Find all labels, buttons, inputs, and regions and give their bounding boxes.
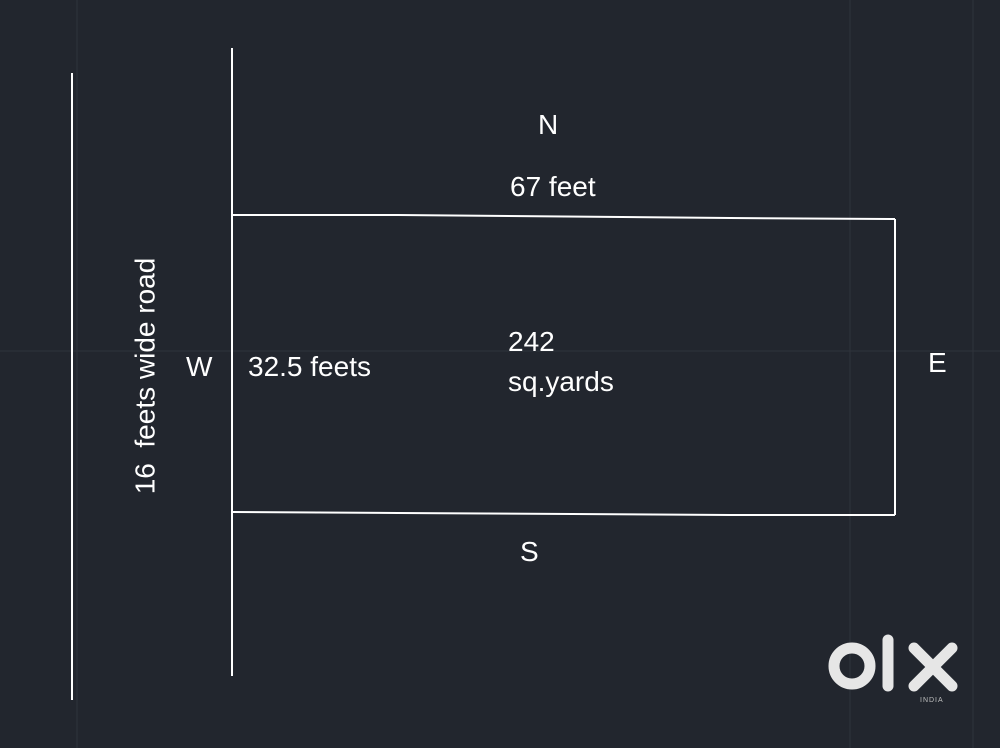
depth-dimension-label: 32.5 feets (248, 351, 371, 382)
east-label: E (928, 347, 947, 378)
olx-logo: INDIA (828, 634, 958, 704)
width-dimension-label: 67 feet (510, 171, 596, 202)
south-boundary-line (231, 511, 895, 516)
olx-logo-x-mark (908, 642, 958, 692)
west-label: W (186, 351, 213, 382)
north-label: N (538, 109, 559, 140)
road-width-label: 16 feets wide road (129, 257, 161, 495)
area-label: 242 sq.yards (508, 322, 614, 402)
area-unit: sq.yards (508, 366, 614, 397)
area-value: 242 (508, 326, 555, 357)
olx-logo-region: INDIA (920, 697, 944, 704)
olx-logo-o-mark (828, 642, 876, 690)
south-label: S (520, 536, 539, 567)
north-boundary-line (232, 214, 896, 220)
